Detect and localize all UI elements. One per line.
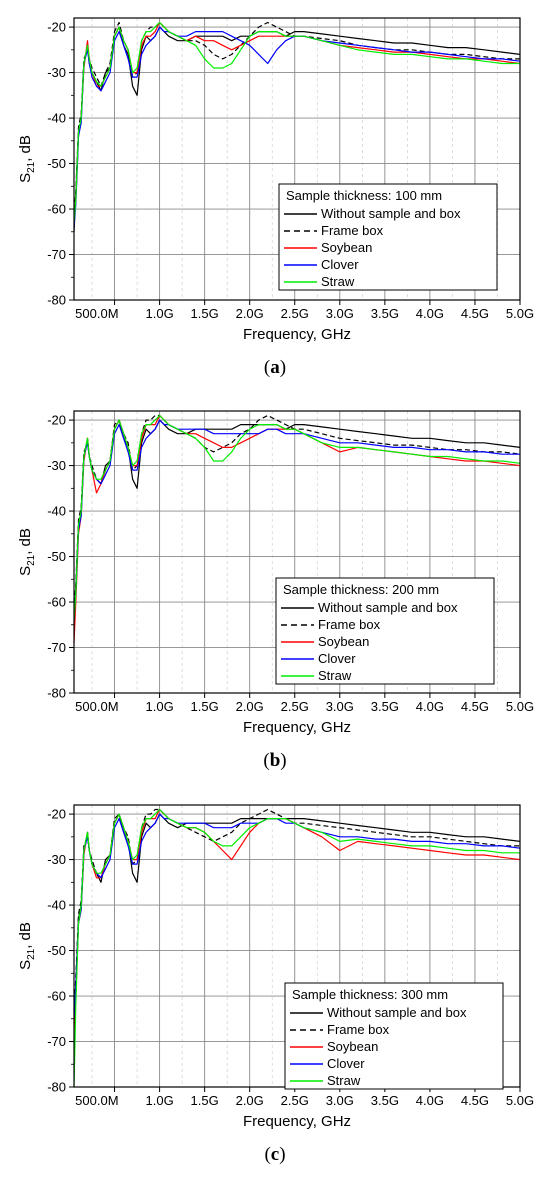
- x-tick-label: 2.5G: [281, 1093, 309, 1108]
- legend-entry-3: Clover: [318, 651, 356, 666]
- panel-label: (c): [264, 1144, 285, 1165]
- x-tick-label: 2.0G: [236, 306, 264, 321]
- x-tick-label: 5.0G: [506, 306, 534, 321]
- legend: Sample thickness: 300 mm Without sample a…: [284, 982, 504, 1090]
- legend-entry-2: Soybean: [327, 1039, 378, 1054]
- legend-entry-2: Soybean: [321, 240, 372, 255]
- x-tick-label: 4.0G: [416, 306, 444, 321]
- legend-entry-4: Straw: [321, 274, 355, 289]
- y-axis-title: S21, dB: [17, 922, 37, 970]
- legend-entry-0: Without sample and box: [321, 206, 461, 221]
- legend-entry-1: Frame box: [318, 617, 381, 632]
- y-tick-label: -80: [47, 293, 66, 308]
- legend-entry-4: Straw: [318, 668, 352, 683]
- x-tick-label: 4.5G: [461, 699, 489, 714]
- legend-entry-0: Without sample and box: [327, 1005, 467, 1020]
- panel-label: (b): [263, 750, 286, 771]
- legend-box: [278, 183, 498, 291]
- x-axis-title: Frequency, GHz: [243, 326, 351, 343]
- x-tick-label: 4.5G: [461, 1093, 489, 1108]
- series-line-3: [73, 813, 521, 1019]
- x-tick-label: 500.0M: [75, 306, 118, 321]
- legend-entry-3: Clover: [327, 1056, 365, 1071]
- chart-panel-a: -20 -30 -40 -50 -60 -70 -80 500.0M 1.0G 1.5G 2.0G 2…: [17, 17, 534, 378]
- x-tick-label: 1.0G: [146, 699, 174, 714]
- y-tick-label: -30: [47, 65, 66, 80]
- legend-title: Sample thickness: 300 mm: [292, 987, 448, 1002]
- x-tick-label: 3.0G: [326, 306, 354, 321]
- x-tick-label: 4.0G: [416, 699, 444, 714]
- x-tick-label: 2.5G: [281, 699, 309, 714]
- y-tick-label: -70: [47, 1034, 66, 1049]
- y-tick-label: -20: [47, 807, 66, 822]
- x-tick-label: 3.5G: [371, 699, 399, 714]
- y-tick-label: -50: [47, 156, 66, 171]
- y-tick-label: -20: [47, 413, 66, 428]
- y-tick-label: -20: [47, 20, 66, 35]
- plot-frame: [73, 17, 521, 301]
- legend-entry-1: Frame box: [321, 223, 384, 238]
- legend-entry-3: Clover: [321, 257, 359, 272]
- x-tick-label: 1.5G: [191, 699, 219, 714]
- x-tick-label: 3.5G: [371, 306, 399, 321]
- chart-panel-b: -20 -30 -40 -50 -60 -70 -80 500.0M 1.0G 1.5G 2.0G 2…: [17, 410, 534, 771]
- series-line-4: [73, 808, 520, 1088]
- legend-entry-2: Soybean: [318, 634, 369, 649]
- y-tick-label: -80: [47, 1080, 66, 1095]
- x-tick-label: 500.0M: [75, 1093, 118, 1108]
- x-axis-title: Frequency, GHz: [243, 1113, 351, 1130]
- x-tick-label: 3.0G: [326, 1093, 354, 1108]
- y-tick-label: -40: [47, 898, 66, 913]
- x-tick-label: 2.0G: [236, 699, 264, 714]
- y-axis-title: S21, dB: [17, 528, 37, 576]
- x-tick-label: 1.5G: [191, 1093, 219, 1108]
- x-tick-label: 1.0G: [146, 1093, 174, 1108]
- y-tick-label: -40: [47, 111, 66, 126]
- y-tick-label: -60: [47, 202, 66, 217]
- y-tick-label: -30: [47, 458, 66, 473]
- panel-label: (a): [264, 357, 286, 378]
- legend-title: Sample thickness: 100 mm: [286, 188, 442, 203]
- legend-entry-0: Without sample and box: [318, 600, 458, 615]
- x-tick-label: 5.0G: [506, 1093, 534, 1108]
- y-tick-label: -40: [47, 504, 66, 519]
- x-tick-label: 3.0G: [326, 699, 354, 714]
- y-tick-label: -70: [47, 640, 66, 655]
- chart-panel-c: -20 -30 -40 -50 -60 -70 -80 500.0M 1.0G 1.5G 2.0G 2…: [17, 804, 534, 1165]
- y-tick-label: -50: [47, 943, 66, 958]
- y-axis-title: S21, dB: [17, 135, 37, 183]
- legend-box: [275, 577, 495, 685]
- x-tick-label: 4.0G: [416, 1093, 444, 1108]
- legend-entry-1: Frame box: [327, 1022, 390, 1037]
- y-tick-label: -60: [47, 595, 66, 610]
- legend: Sample thickness: 200 mm Without sample a…: [275, 577, 495, 685]
- y-tick-label: -80: [47, 686, 66, 701]
- x-tick-label: 1.5G: [191, 306, 219, 321]
- series-line-4: [73, 21, 520, 223]
- x-tick-label: 4.5G: [461, 306, 489, 321]
- x-tick-label: 500.0M: [75, 699, 118, 714]
- x-tick-label: 1.0G: [146, 306, 174, 321]
- legend-entry-4: Straw: [327, 1073, 361, 1088]
- series-line-3: [73, 419, 520, 621]
- y-tick-label: -30: [47, 852, 66, 867]
- plot-frame: [73, 410, 521, 694]
- legend: Sample thickness: 100 mm Without sample a…: [278, 183, 498, 291]
- y-tick-label: -70: [47, 247, 66, 262]
- x-axis-title: Frequency, GHz: [243, 719, 351, 736]
- y-tick-label: -60: [47, 989, 66, 1004]
- series-line-4: [73, 414, 521, 621]
- x-tick-label: 2.0G: [236, 1093, 264, 1108]
- x-tick-label: 3.5G: [371, 1093, 399, 1108]
- series-line-3: [73, 26, 521, 228]
- x-tick-label: 2.5G: [281, 306, 309, 321]
- legend-box: [284, 982, 504, 1090]
- y-tick-label: -50: [47, 549, 66, 564]
- x-tick-label: 5.0G: [506, 699, 534, 714]
- legend-title: Sample thickness: 200 mm: [283, 582, 439, 597]
